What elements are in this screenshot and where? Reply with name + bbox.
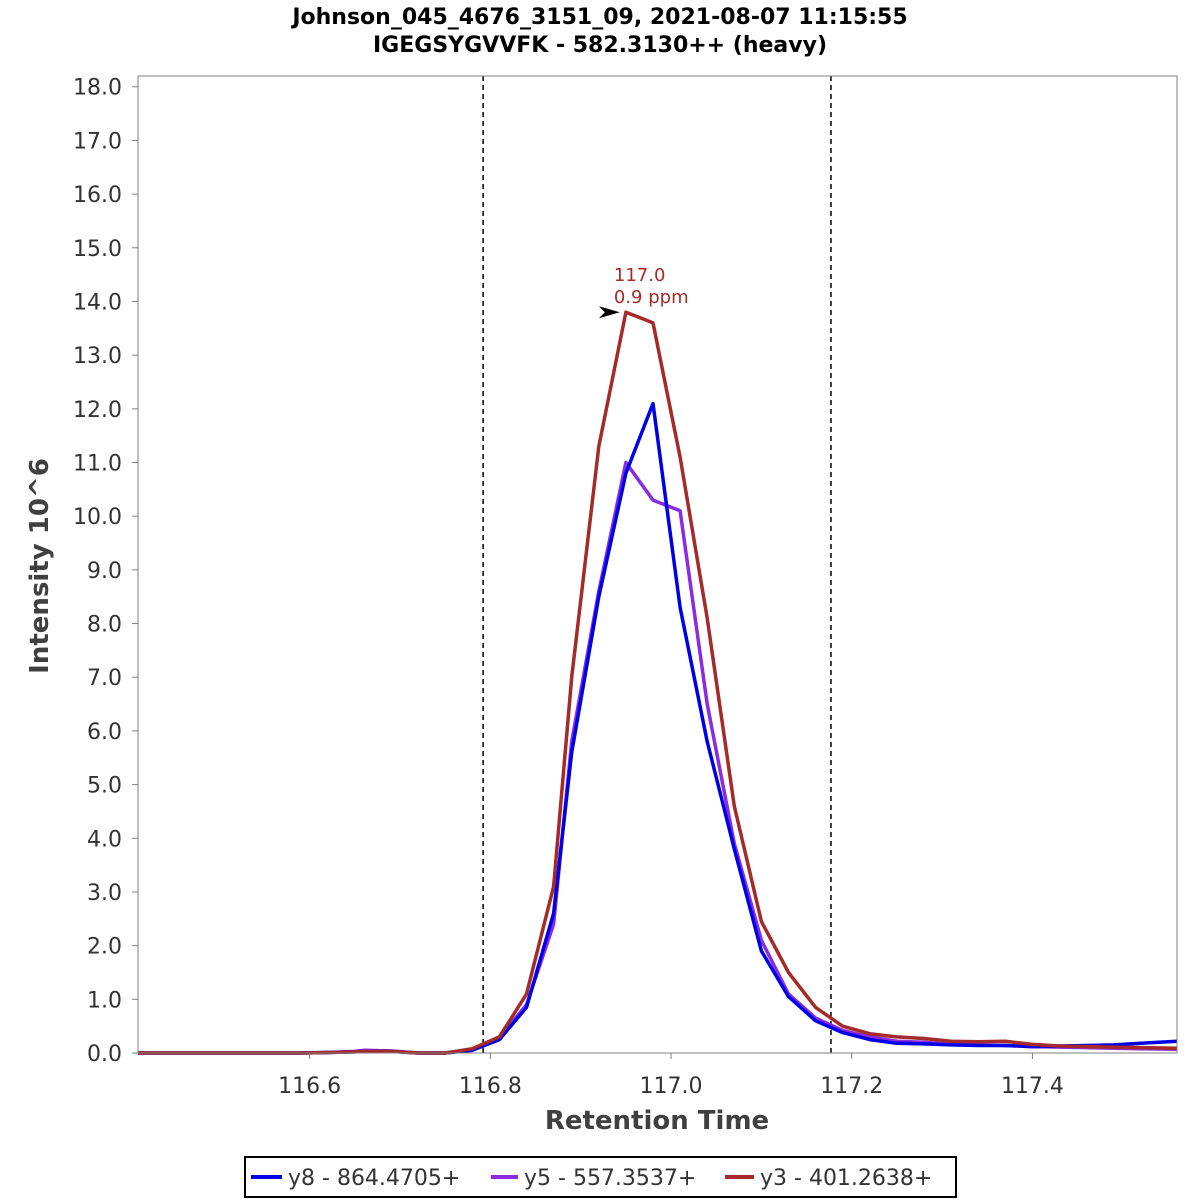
y-tick-label: 9.0: [87, 559, 122, 584]
legend-label-y5: y5 - 557.3537+: [524, 1166, 696, 1191]
y-tick-label: 1.0: [87, 988, 122, 1013]
legend-label-y3: y3 - 401.2638+: [760, 1166, 932, 1191]
y-tick-label: 8.0: [87, 613, 122, 638]
y-tick-label: 18.0: [73, 76, 122, 101]
y-tick-label: 3.0: [87, 881, 122, 906]
peak-boundaries: [482, 76, 832, 1053]
x-tick-label: 116.8: [459, 1074, 522, 1099]
x-axis-label: Retention Time: [545, 1106, 769, 1136]
y-tick-label: 7.0: [87, 666, 122, 691]
y-tick-label: 4.0: [87, 827, 122, 852]
legend-label-y8: y8 - 864.4705+: [288, 1166, 460, 1191]
y-tick-label: 16.0: [73, 183, 122, 208]
chart-subtitle: IGEGSYGVVFK - 582.3130++ (heavy): [373, 33, 827, 58]
y-tick-label: 17.0: [73, 129, 122, 154]
y-axis-label: Intensity 10^6: [25, 458, 55, 674]
x-tick-label: 116.6: [278, 1074, 341, 1099]
x-tick-label: 117.2: [820, 1074, 883, 1099]
x-tick-label: 117.4: [1001, 1074, 1064, 1099]
y-tick-label: 13.0: [73, 344, 122, 369]
y-tick-label: 12.0: [73, 398, 122, 423]
peak-annotation-ppm: 0.9 ppm: [614, 287, 689, 308]
legend-box: [244, 1156, 957, 1198]
x-tick-label: 117.0: [640, 1074, 703, 1099]
x-axis: 116.6 116.8 117.0 117.2 117.4: [278, 1053, 1064, 1099]
legend: y8 - 864.4705+ y5 - 557.3537+ y3 - 401.2…: [244, 1156, 957, 1198]
y-tick-label: 6.0: [87, 720, 122, 745]
chart-title: Johnson_045_4676_3151_09, 2021-08-07 11:…: [290, 5, 907, 30]
peak-annotation: 117.0 0.9 ppm: [598, 265, 689, 319]
plot-frame: [137, 75, 1178, 1054]
y-tick-label: 15.0: [73, 237, 122, 262]
y-tick-label: 0.0: [87, 1042, 122, 1067]
peak-annotation-rt: 117.0: [614, 265, 666, 286]
y-tick-label: 5.0: [87, 774, 122, 799]
y-tick-label: 10.0: [73, 505, 122, 530]
peak-arrow-icon: [598, 306, 620, 319]
y-tick-label: 11.0: [73, 452, 122, 477]
y-tick-label: 14.0: [73, 290, 122, 315]
y-axis: 0.0 1.0 2.0 3.0 4.0 5.0 6.0 7.0 8.0 9.0 10.0 11.0 12…: [73, 76, 138, 1067]
y-tick-label: 2.0: [87, 935, 122, 960]
